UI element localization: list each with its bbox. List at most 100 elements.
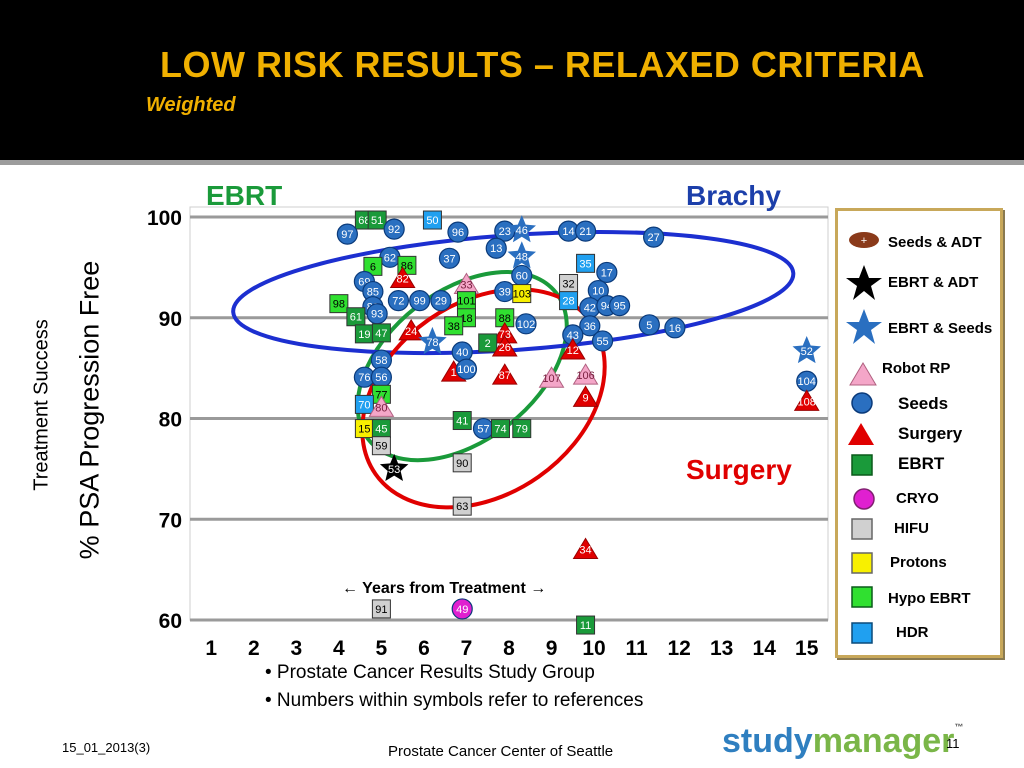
data-point: 29	[430, 290, 452, 312]
legend-label-hifu: HIFU	[894, 520, 929, 537]
note-study-group: • Prostate Cancer Results Study Group	[265, 662, 595, 683]
data-point: 98	[329, 294, 349, 314]
data-point: 14	[557, 220, 580, 242]
star-icon	[846, 309, 882, 344]
data-point: 97	[336, 223, 358, 245]
point-ref-label: 77	[375, 389, 387, 401]
data-point: 9	[572, 385, 599, 407]
data-point: 78	[418, 326, 447, 355]
circle-icon	[851, 392, 873, 414]
legend-label-ebrt-seeds: EBRT & Seeds	[888, 320, 993, 337]
data-point: 37	[438, 247, 461, 269]
point-ref-label: 33	[460, 280, 472, 292]
data-point: 36	[579, 315, 601, 337]
data-point: 15	[354, 419, 374, 439]
data-point: 88	[495, 308, 515, 328]
data-point: 59	[371, 436, 391, 456]
point-marker	[507, 241, 536, 269]
point-marker	[478, 333, 498, 353]
point-marker	[576, 253, 596, 273]
legend-label-protons: Protons	[890, 554, 947, 571]
data-point: 45	[371, 419, 391, 439]
data-point: 26	[491, 334, 518, 357]
point-marker	[398, 318, 425, 341]
data-point: 104	[796, 370, 818, 392]
point-ref-label: 38	[448, 321, 460, 333]
data-point: 61	[346, 307, 366, 327]
header-divider	[0, 160, 1024, 165]
data-point: 27	[643, 226, 665, 248]
point-marker	[379, 453, 409, 481]
circle-icon	[853, 488, 875, 510]
point-marker	[538, 366, 565, 388]
point-marker	[512, 419, 532, 439]
legend-label-surgery: Surgery	[898, 424, 963, 443]
point-ref-label: 23	[499, 226, 511, 238]
data-point: 90	[452, 453, 472, 473]
point-marker	[438, 247, 461, 269]
footer-notes: • Prostate Cancer Results Study Group • …	[265, 662, 643, 718]
point-marker	[591, 330, 614, 352]
point-ref-label: 13	[490, 243, 502, 255]
point-ref-label: 79	[516, 424, 528, 436]
point-marker	[490, 419, 510, 439]
point-ref-label: 102	[517, 319, 535, 331]
point-marker	[444, 316, 464, 336]
point-ref-label: 37	[443, 253, 455, 265]
point-ref-label: 27	[647, 232, 659, 244]
point-marker	[371, 599, 391, 619]
square-icon	[851, 552, 873, 574]
point-marker	[485, 237, 507, 259]
point-marker	[418, 326, 447, 355]
x-tick-label: 11	[625, 637, 648, 660]
x-tick-label: 3	[290, 637, 302, 660]
region-label-brachy: Brachy	[686, 180, 781, 211]
point-marker	[371, 323, 391, 343]
data-point: 48	[507, 241, 536, 269]
point-marker	[447, 221, 469, 243]
point-marker	[572, 537, 599, 559]
x-tick-label: 5	[376, 637, 388, 660]
region-label-ebrt: EBRT	[206, 180, 283, 211]
point-ref-label: 9	[582, 392, 588, 404]
data-point: 50	[422, 210, 442, 230]
data-point: 17	[596, 261, 618, 284]
point-marker	[452, 411, 472, 431]
data-point: 77	[371, 384, 391, 404]
data-point: 34	[572, 537, 599, 559]
y-tick-label: 70	[159, 509, 182, 532]
point-ref-label: 93	[371, 309, 383, 321]
x-tick-label: 14	[753, 637, 777, 660]
data-point: 43	[562, 324, 584, 346]
point-marker	[559, 291, 579, 311]
legend-label-seeds: Seeds	[898, 394, 949, 413]
point-ref-label: 98	[333, 299, 345, 311]
data-point: 5	[638, 314, 660, 336]
legend-label-ebrt: EBRT	[898, 454, 945, 473]
point-marker	[491, 334, 518, 357]
point-marker	[572, 385, 599, 407]
region-label-surgery: Surgery	[686, 454, 792, 485]
logo-part-manager: manager	[812, 722, 955, 760]
point-ref-label: 58	[375, 355, 387, 367]
data-point: 33	[453, 272, 480, 295]
page-subtitle: Weighted	[146, 94, 236, 116]
point-marker	[579, 315, 601, 337]
point-marker	[643, 226, 665, 248]
square-icon	[851, 454, 873, 476]
data-point: 51	[367, 210, 387, 230]
data-point: 47	[371, 323, 391, 343]
slide-credit: Prostate Cancer Center of Seattle	[388, 743, 614, 760]
point-marker	[430, 290, 452, 312]
page-title: LOW RISK RESULTS – RELAXED CRITERIA	[160, 44, 925, 85]
point-marker	[572, 363, 599, 385]
data-point: 16	[664, 317, 686, 339]
point-ref-label: 88	[499, 313, 511, 325]
point-ref-label: 74	[494, 424, 506, 436]
point-marker	[383, 218, 405, 240]
data-point: 19	[354, 324, 374, 344]
data-point: 79	[512, 419, 532, 439]
point-ref-label: 26	[499, 342, 511, 354]
football-icon: +	[849, 232, 879, 248]
